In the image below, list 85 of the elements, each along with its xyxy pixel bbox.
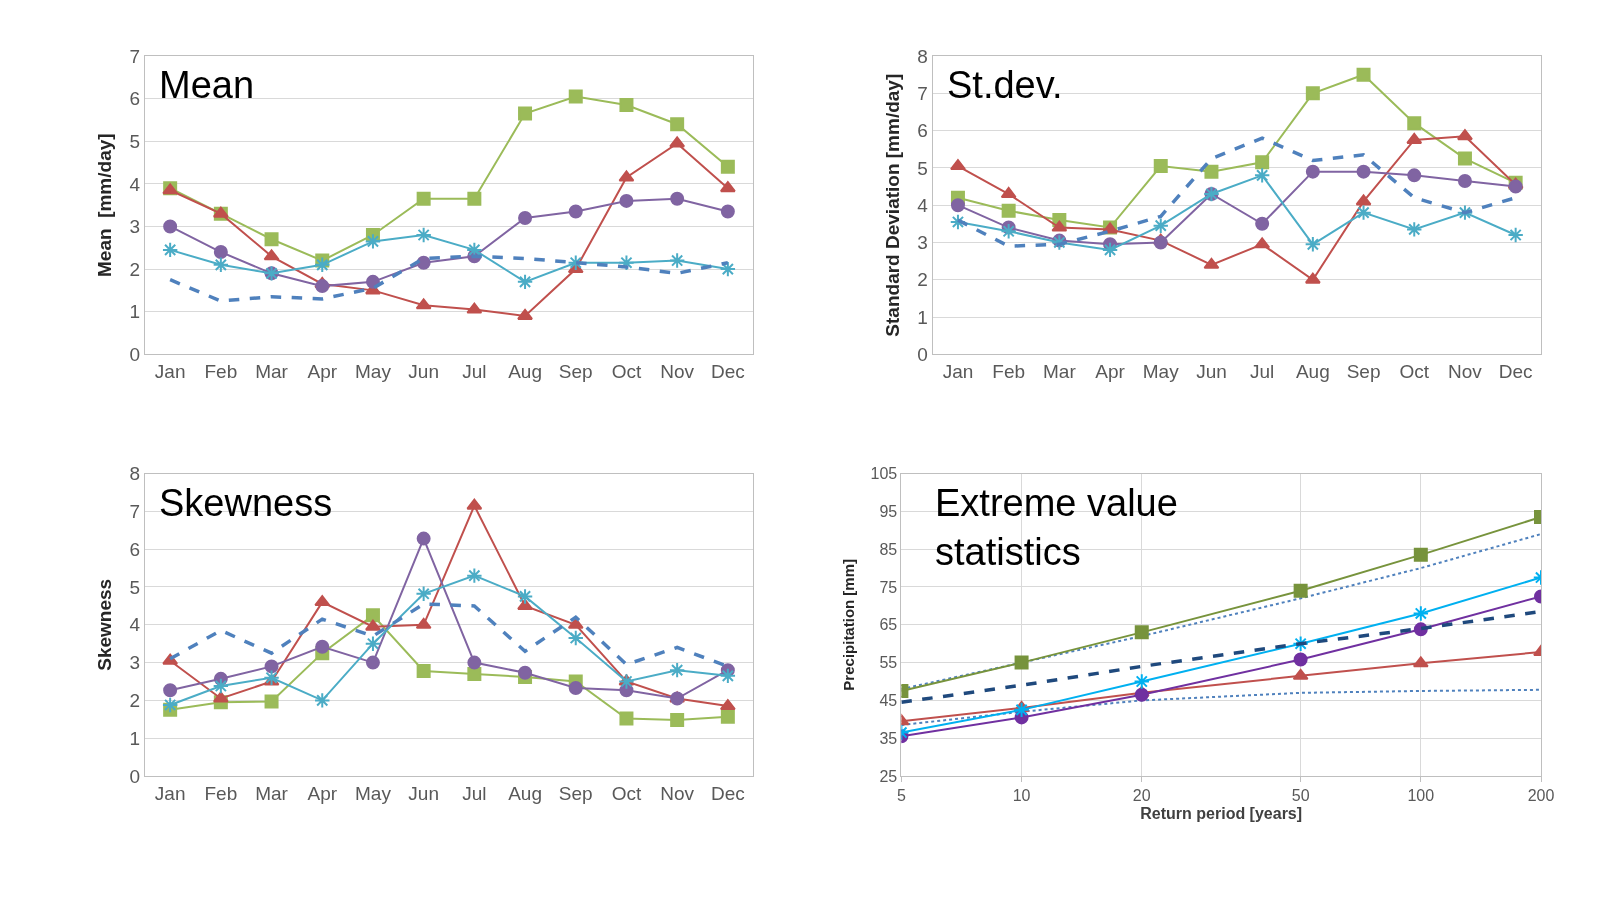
x-tick-label: 20 (1132, 787, 1151, 805)
x-tick-label: Oct (611, 782, 642, 804)
x-tick-label: Aug (1295, 361, 1330, 383)
x-tick-label: Jan (154, 361, 186, 383)
x-tick-label: 10 (1012, 787, 1031, 805)
chart-title: St.dev. (947, 64, 1063, 106)
text: Extreme value statistics (935, 482, 1178, 574)
y-tick-label: 0 (129, 343, 140, 365)
x-tick-label: Sep (558, 782, 593, 804)
y-tick-label: 5 (129, 576, 140, 598)
y-tick-label: 2 (129, 690, 140, 712)
x-tick-label: Jul (1250, 361, 1275, 383)
x-tick-label: 200 (1527, 787, 1555, 805)
x-tick-label: Jun (408, 361, 439, 383)
y-tick-label: 7 (917, 83, 928, 104)
y-axis-title: Precipitation [mm] (839, 558, 857, 691)
y-tick-label: 105 (870, 465, 898, 483)
y-tick-label: 2 (917, 269, 928, 291)
x-tick-label: Jan (942, 361, 974, 383)
y-tick-label: 1 (129, 727, 140, 749)
x-tick-label: Mar (1042, 361, 1077, 383)
x-tick-label: Apr (307, 782, 338, 804)
y-tick-label: 6 (917, 120, 928, 142)
y-tick-label: 65 (879, 616, 898, 634)
y-tick-label: 1 (129, 301, 140, 323)
x-tick-label: Jan (154, 782, 186, 804)
y-axis-title: Standard Deviation [mm/day] (882, 73, 904, 337)
y-tick-label: 3 (917, 232, 928, 254)
y-tick-label: 5 (917, 157, 928, 179)
y-tick-label: 25 (879, 767, 898, 785)
x-tick-label: Feb (204, 782, 238, 804)
x-tick-label: Jun (1196, 361, 1227, 383)
y-tick-label: 5 (129, 130, 140, 152)
y-tick-label: 4 (917, 194, 929, 216)
y-tick-label: 3 (129, 216, 140, 238)
y-tick-label: 45 (879, 692, 898, 710)
x-axis-title: Return period [years] (1140, 804, 1303, 822)
y-tick-label: 7 (129, 45, 140, 67)
x-tick-label: Dec (1498, 361, 1533, 383)
x-tick-label: Feb (204, 361, 238, 383)
x-tick-label: May (355, 782, 392, 804)
x-tick-label: Jul (462, 361, 487, 383)
y-tick-label: 6 (129, 88, 140, 110)
y-tick-label: 0 (917, 343, 928, 365)
x-tick-label: 100 (1407, 787, 1435, 805)
x-tick-label: Oct (1399, 361, 1430, 383)
y-tick-label: 0 (129, 765, 140, 787)
y-tick-label: 1 (917, 306, 928, 328)
y-axis-title: Mean [mm/day] (94, 133, 116, 277)
x-tick-label: Apr (1095, 361, 1126, 383)
x-tick-label: Aug (508, 782, 542, 804)
y-tick-label: 4 (129, 173, 141, 195)
y-tick-label: 35 (879, 729, 898, 747)
x-tick-label: Nov (1448, 361, 1483, 383)
x-tick-label: Dec (710, 361, 745, 383)
chart-title: Skewness (159, 482, 333, 524)
x-tick-label: Nov (660, 361, 695, 383)
x-tick-label: Mar (255, 361, 289, 383)
x-tick-label: Jun (408, 782, 439, 804)
x-tick-label: Jul (462, 782, 487, 804)
y-tick-label: 55 (879, 654, 898, 672)
x-tick-label: May (1142, 361, 1180, 383)
x-tick-label: May (355, 361, 392, 383)
x-tick-label: Nov (660, 782, 695, 804)
y-tick-label: 4 (129, 614, 141, 636)
x-tick-label: Sep (558, 361, 593, 383)
y-tick-label: 95 (879, 502, 898, 520)
y-tick-label: 8 (917, 45, 928, 67)
y-tick-label: 8 (129, 463, 140, 485)
x-tick-label: Feb (992, 361, 1026, 383)
x-tick-label: Dec (710, 782, 745, 804)
y-tick-label: 7 (129, 501, 140, 523)
x-tick-label: Aug (508, 361, 542, 383)
y-axis-title: Skewness (94, 578, 116, 671)
x-tick-label: Apr (307, 361, 338, 383)
chart-title: Mean (159, 64, 255, 106)
y-tick-label: 6 (129, 538, 140, 560)
x-tick-label: Sep (1346, 361, 1381, 383)
y-tick-label: 3 (129, 652, 140, 674)
y-tick-label: 75 (879, 578, 898, 596)
x-tick-label: Oct (611, 361, 642, 383)
y-tick-label: 2 (129, 258, 140, 280)
x-tick-label: 50 (1291, 787, 1310, 805)
x-tick-label: Mar (255, 782, 289, 804)
y-tick-label: 85 (879, 540, 898, 558)
